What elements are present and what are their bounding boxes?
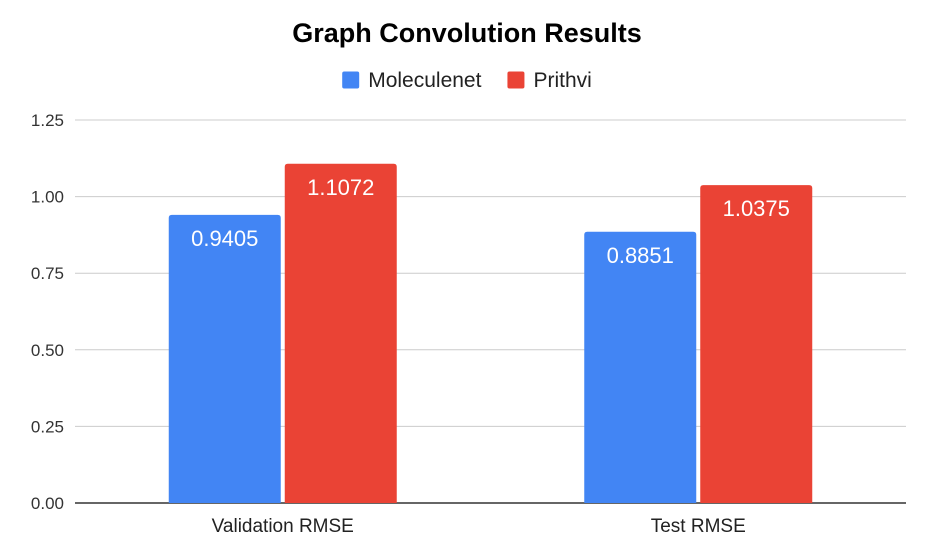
y-tick-label: 1.00: [31, 188, 64, 207]
legend-swatch: [342, 71, 360, 89]
bar-moleculenet-2: [584, 231, 697, 503]
x-axis: Validation RMSE Test RMSE: [212, 516, 746, 537]
data-label: 0.8851: [607, 243, 674, 268]
legend: Moleculenet Prithvi: [342, 69, 592, 92]
bar-prithvi-2: [700, 185, 813, 504]
x-category-label: Validation RMSE: [212, 516, 354, 537]
data-label: 1.1072: [307, 175, 374, 200]
legend-label: Prithvi: [533, 69, 591, 92]
y-tick-label: 0.75: [31, 264, 64, 283]
y-tick-label: 0.00: [31, 494, 64, 513]
data-label: 0.9405: [191, 226, 258, 251]
legend-swatch: [507, 71, 525, 89]
legend-item-prithvi: Prithvi: [507, 69, 592, 92]
bar-prithvi-1: [284, 163, 397, 504]
data-label: 1.0375: [723, 196, 790, 221]
bar-moleculenet-1: [168, 214, 281, 503]
y-axis: 0.00 0.25 0.50 0.75 1.00 1.25: [31, 111, 64, 513]
y-tick-label: 0.25: [31, 417, 64, 436]
legend-label: Moleculenet: [368, 69, 481, 92]
legend-item-moleculenet: Moleculenet: [342, 69, 482, 92]
x-category-label: Test RMSE: [651, 516, 746, 537]
y-tick-label: 0.50: [31, 341, 64, 360]
bars: 0.9405 1.1072 0.8851 1.0375: [168, 163, 813, 504]
y-tick-label: 1.25: [31, 111, 64, 130]
chart-title: Graph Convolution Results: [292, 18, 642, 48]
